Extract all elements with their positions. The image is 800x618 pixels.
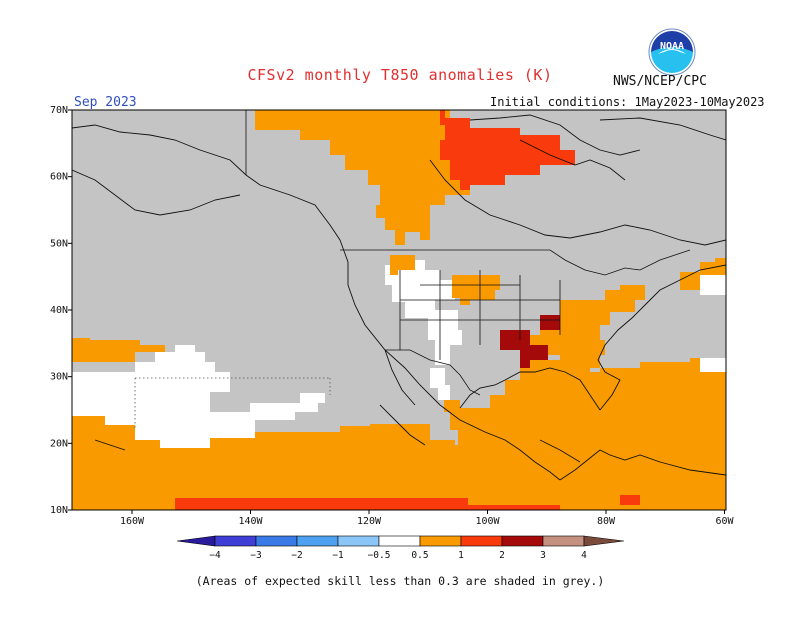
initial-conditions: Initial conditions: 1May2023-10May2023 [490,95,765,109]
legend-box [501,535,544,547]
legend-box [460,535,503,547]
agency-label: NWS/NCEP/CPC [613,74,707,89]
political-borders [245,110,691,463]
legend-box [419,535,462,547]
neutral-region-rockies [385,260,462,365]
map-title: CFSv2 monthly T850 anomalies (K) [247,66,553,84]
valid-month: Sep 2023 [74,95,137,110]
legend-box [378,535,421,547]
warm-region-northeast [680,258,726,290]
legend-box [337,535,380,547]
legend-arrow-left [176,535,216,547]
neutral-region-mexico [430,368,450,400]
lon-label: 80W [597,516,616,527]
lat-label: 60N [50,172,68,183]
legend-label: −4 [209,550,221,561]
legend-label: 4 [581,550,587,561]
noaa-logo-icon: NOAA [648,28,696,76]
warm-region-southeast [530,285,645,372]
legend-labels: −4 −3 −2 −1 −0.5 0.5 1 2 3 4 [209,550,587,561]
lat-label: 20N [50,438,68,449]
lat-label: 10N [50,505,68,516]
neutral-region-atlantic-east [700,275,726,372]
hot-region-hudson-bay [440,110,575,190]
legend-label: 1 [458,550,464,561]
lat-label: 70N [50,105,68,116]
legend-label: −3 [250,550,261,561]
lon-label: 140W [238,516,263,527]
legend-box [296,535,339,547]
legend-box [542,535,585,547]
legend-label: −2 [291,550,302,561]
legend-color-boxes [176,535,625,547]
lat-axis-labels: 70N 60N 50N 40N 30N 20N 10N [50,105,68,516]
lat-label: 50N [50,238,68,249]
lat-label: 40N [50,305,68,316]
dotted-boundaries [134,377,331,430]
logo-text: NOAA [660,41,684,52]
lon-label: 100W [475,516,500,527]
coastlines [72,114,726,481]
legend-box [255,535,298,547]
lon-label: 120W [357,516,382,527]
warm-region-northern-plains [390,255,500,305]
lon-label: 60W [715,516,734,527]
skill-footnote: (Areas of expected skill less than 0.3 a… [195,574,605,588]
map-field [72,110,726,510]
legend-label: −1 [332,550,344,561]
lat-label: 30N [50,372,68,383]
hot-region-tropical-strip [175,495,640,510]
legend-label: 2 [499,550,505,561]
legend-label: 3 [540,550,546,561]
very-hot-region-southern-plains [500,315,560,368]
legend-arrow-right [583,535,625,547]
legend-box [214,535,257,547]
legend-label: 0.5 [411,550,428,561]
axis-ticks [68,109,725,514]
legend-label: −0.5 [368,550,391,561]
lon-axis-labels: 160W 140W 120W 100W 80W 60W [120,516,735,527]
lon-label: 160W [120,516,145,527]
